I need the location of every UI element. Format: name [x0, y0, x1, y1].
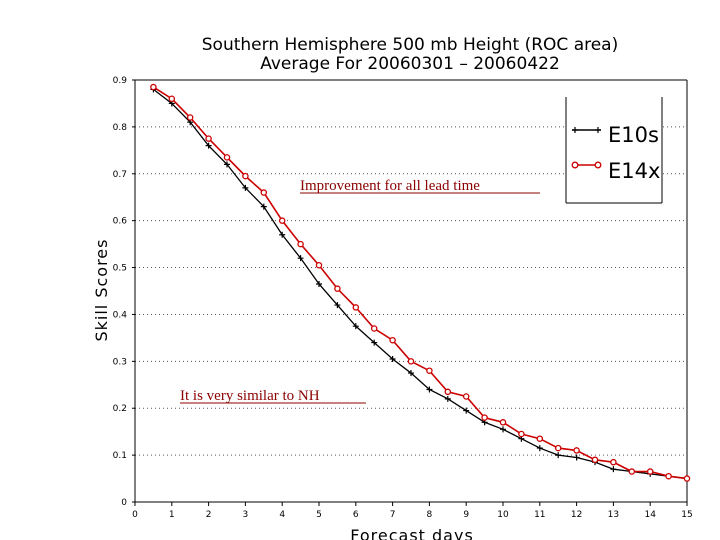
- annotation-improvement: Improvement for all lead time: [300, 178, 480, 194]
- legend: E10s E14x: [565, 97, 663, 204]
- x-tick-label: 10: [497, 510, 509, 520]
- x-tick-label: 7: [390, 510, 396, 520]
- x-tick-label: 2: [206, 510, 212, 520]
- data-point-e10s: [205, 142, 212, 149]
- x-tick-label: 15: [681, 510, 692, 520]
- y-tick-label: 0.8: [113, 123, 128, 133]
- annotation-similar-nh: It is very similar to NH: [180, 388, 320, 404]
- data-point-e14x: [389, 336, 396, 344]
- data-point-e10s: [408, 370, 414, 377]
- data-point-e14x: [518, 430, 525, 438]
- data-point-e14x: [646, 468, 654, 475]
- data-point-e14x: [315, 261, 323, 269]
- data-point-e14x: [665, 472, 672, 480]
- data-point-e10s: [536, 445, 543, 452]
- x-tick-label: 9: [463, 510, 469, 520]
- y-tick-label: 0.6: [113, 217, 128, 227]
- legend-label-e10s: E10s: [608, 123, 659, 147]
- axes: [132, 79, 688, 506]
- data-point-e10s: [444, 395, 451, 402]
- data-point-e14x: [352, 304, 360, 311]
- data-point-e14x: [370, 325, 378, 332]
- data-point-e10s: [297, 255, 304, 262]
- y-tick-label: 0.3: [113, 357, 127, 367]
- data-point-e14x: [499, 419, 507, 426]
- data-point-e14x: [242, 172, 249, 180]
- x-tick-label: 12: [571, 510, 582, 520]
- x-tick-label: 4: [279, 510, 285, 520]
- data-point-e10s: [334, 302, 341, 309]
- data-point-e14x: [462, 393, 470, 400]
- data-point-e10s: [260, 203, 267, 210]
- legend-marker-e10s: [595, 127, 601, 133]
- data-point-e14x: [481, 414, 488, 421]
- legend-marker-e14x: [594, 161, 602, 169]
- legend-label-e14x: E14x: [608, 159, 660, 183]
- x-tick-label: 14: [644, 510, 656, 520]
- data-point-e10s: [224, 161, 230, 168]
- data-point-e10s: [389, 355, 396, 362]
- data-point-e14x: [205, 135, 212, 142]
- y-tick-label: 0.5: [113, 264, 127, 274]
- data-point-e14x: [536, 435, 544, 442]
- x-tick-label: 11: [534, 510, 545, 520]
- x-tick-label: 0: [132, 510, 138, 520]
- data-series: [150, 83, 691, 482]
- x-tick-label: 1: [169, 510, 175, 520]
- data-point-e10s: [463, 407, 470, 414]
- data-point-e14x: [554, 444, 562, 452]
- tick-labels: 00.10.20.30.40.50.60.70.80.90 1 2 3 4 5 6 7 8 9 10…: [113, 76, 693, 520]
- data-point-e10s: [316, 280, 322, 287]
- chart-subtitle: Average For 20060301 – 20060422: [260, 54, 560, 74]
- data-point-e14x: [334, 285, 341, 292]
- data-point-e10s: [500, 426, 506, 433]
- data-point-e14x: [407, 358, 415, 365]
- data-point-e10s: [555, 452, 562, 459]
- data-point-e10s: [573, 454, 580, 461]
- y-tick-label: 0.1: [113, 451, 127, 461]
- data-point-e14x: [297, 240, 304, 248]
- data-point-e14x: [573, 447, 580, 454]
- y-tick-label: 0.9: [113, 76, 128, 86]
- data-point-e10s: [242, 184, 249, 191]
- y-tick-label: 0.7: [113, 170, 127, 180]
- x-tick-label: 8: [427, 510, 433, 520]
- data-point-e10s: [279, 231, 286, 238]
- data-point-e10s: [610, 466, 617, 473]
- data-point-e10s: [426, 386, 433, 393]
- x-tick-label: 3: [243, 510, 249, 520]
- data-point-e10s: [352, 323, 359, 330]
- legend-box: [566, 97, 662, 203]
- data-point-e14x: [591, 456, 599, 464]
- data-point-e14x: [260, 189, 268, 196]
- legend-items: [571, 127, 602, 169]
- data-point-e14x: [168, 95, 176, 103]
- data-point-e14x: [628, 468, 636, 475]
- y-tick-label: 0.4: [113, 310, 128, 320]
- x-tick-label: 13: [608, 510, 619, 520]
- data-point-e14x: [444, 388, 452, 396]
- y-tick-label: 0: [121, 498, 127, 508]
- series-line-e10s: [153, 88, 688, 480]
- x-tick-label: 6: [353, 510, 359, 520]
- data-point-e14x: [278, 217, 286, 224]
- legend-marker-e10s: [572, 127, 578, 133]
- data-point-e14x: [186, 114, 194, 121]
- chart-title: Southern Hemisphere 500 mb Height (ROC a…: [202, 35, 618, 55]
- y-axis-label: Skill Scores: [92, 239, 111, 342]
- data-point-e14x: [223, 154, 231, 161]
- data-point-e14x: [150, 83, 157, 91]
- data-point-e14x: [683, 475, 691, 482]
- x-tick-label: 5: [316, 510, 322, 520]
- x-axis-label: Forecast days: [350, 526, 474, 540]
- data-point-e10s: [371, 339, 378, 346]
- y-tick-label: 0.2: [113, 404, 127, 414]
- legend-marker-e14x: [571, 161, 579, 169]
- data-point-e14x: [426, 367, 433, 374]
- data-point-e14x: [610, 458, 617, 466]
